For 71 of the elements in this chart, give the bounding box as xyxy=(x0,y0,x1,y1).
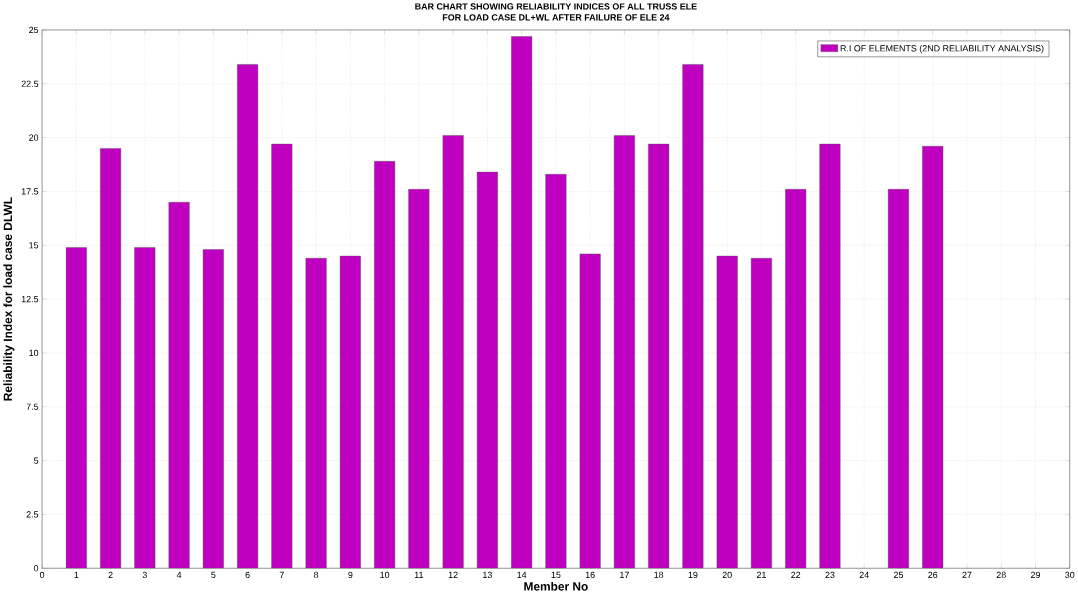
bar xyxy=(511,36,533,569)
x-tick-label: 15 xyxy=(551,571,561,579)
bar xyxy=(613,135,635,569)
x-tick-label: 14 xyxy=(517,571,527,578)
bar xyxy=(476,171,498,569)
x-tick-label: 27 xyxy=(962,571,972,579)
y-axis-title: Reliability Index for load case DLWL xyxy=(3,197,15,401)
x-tick-label: 13 xyxy=(483,571,492,579)
bar xyxy=(237,64,259,569)
x-tick-label: 29 xyxy=(1030,571,1041,579)
x-tick-label: 26 xyxy=(928,571,938,579)
y-tick-label: 20 xyxy=(29,134,39,141)
chart-title: BAR CHART SHOWING RELIABILITY INDICES OF ALL TRUSS ELE FOR LOAD CASE DL+WL AFTER FAILURE OF ELE 24 xyxy=(415,3,697,21)
bar xyxy=(716,255,738,569)
bar xyxy=(134,247,156,569)
x-tick-label: 17 xyxy=(620,571,629,578)
bar xyxy=(442,135,464,569)
y-tick-label: 25 xyxy=(29,26,39,34)
bar xyxy=(545,174,567,569)
x-tick-label: 23 xyxy=(825,571,835,579)
bar xyxy=(750,258,772,569)
bar xyxy=(305,258,327,569)
x-tick-label: 2 xyxy=(108,571,113,579)
bar xyxy=(65,247,87,569)
y-tick-label: 17.5 xyxy=(21,188,39,195)
x-tick-label: 12 xyxy=(448,571,458,579)
bar xyxy=(922,146,944,569)
bar xyxy=(271,143,293,569)
y-tick-label: 10 xyxy=(29,349,39,357)
x-tick-label: 28 xyxy=(996,571,1006,579)
bar xyxy=(202,249,224,569)
x-tick-label: 30 xyxy=(1065,571,1075,579)
bar xyxy=(100,148,122,569)
x-tick-label: 6 xyxy=(245,571,250,579)
y-tick-label: 15 xyxy=(29,242,39,249)
x-tick-label: 21 xyxy=(756,571,766,579)
bar xyxy=(785,189,807,569)
y-tick-label: 22.5 xyxy=(21,80,39,87)
y-tick-label: 2.5 xyxy=(26,511,39,518)
x-tick-label: 0 xyxy=(39,571,45,579)
bar xyxy=(374,161,396,569)
x-tick-label: 24 xyxy=(859,571,869,579)
x-tick-label: 20 xyxy=(722,571,732,579)
x-tick-label: 8 xyxy=(314,571,319,579)
x-tick-label: 7 xyxy=(279,571,284,578)
bar xyxy=(887,189,909,569)
x-axis-title: Member No xyxy=(524,581,588,591)
x-tick-label: 22 xyxy=(791,571,801,579)
x-tick-label: 4 xyxy=(176,571,182,578)
x-tick-label: 19 xyxy=(688,571,698,579)
bar xyxy=(682,64,704,569)
bar xyxy=(819,143,841,569)
y-tick-label: 7.5 xyxy=(26,403,39,410)
y-tick-label: 0 xyxy=(33,565,39,572)
x-tick-label: 25 xyxy=(893,571,904,579)
x-tick-label: 11 xyxy=(414,571,424,578)
y-tick-label: 12.5 xyxy=(21,295,39,303)
y-tick-label: 5 xyxy=(33,457,39,464)
x-tick-label: 9 xyxy=(348,571,353,579)
x-tick-label: 18 xyxy=(654,571,664,579)
x-tick-label: 5 xyxy=(211,571,216,579)
bar xyxy=(648,143,670,569)
bar xyxy=(408,189,430,569)
bar xyxy=(168,202,190,569)
legend-label: R.I OF ELEMENTS (2ND RELIABILITY ANALYSIS) xyxy=(840,44,1044,54)
x-tick-label: 1 xyxy=(74,571,79,578)
x-tick-label: 16 xyxy=(585,571,595,579)
bar xyxy=(579,253,601,569)
bar xyxy=(339,255,361,569)
x-tick-label: 10 xyxy=(380,571,390,579)
x-tick-label: 3 xyxy=(142,571,147,579)
